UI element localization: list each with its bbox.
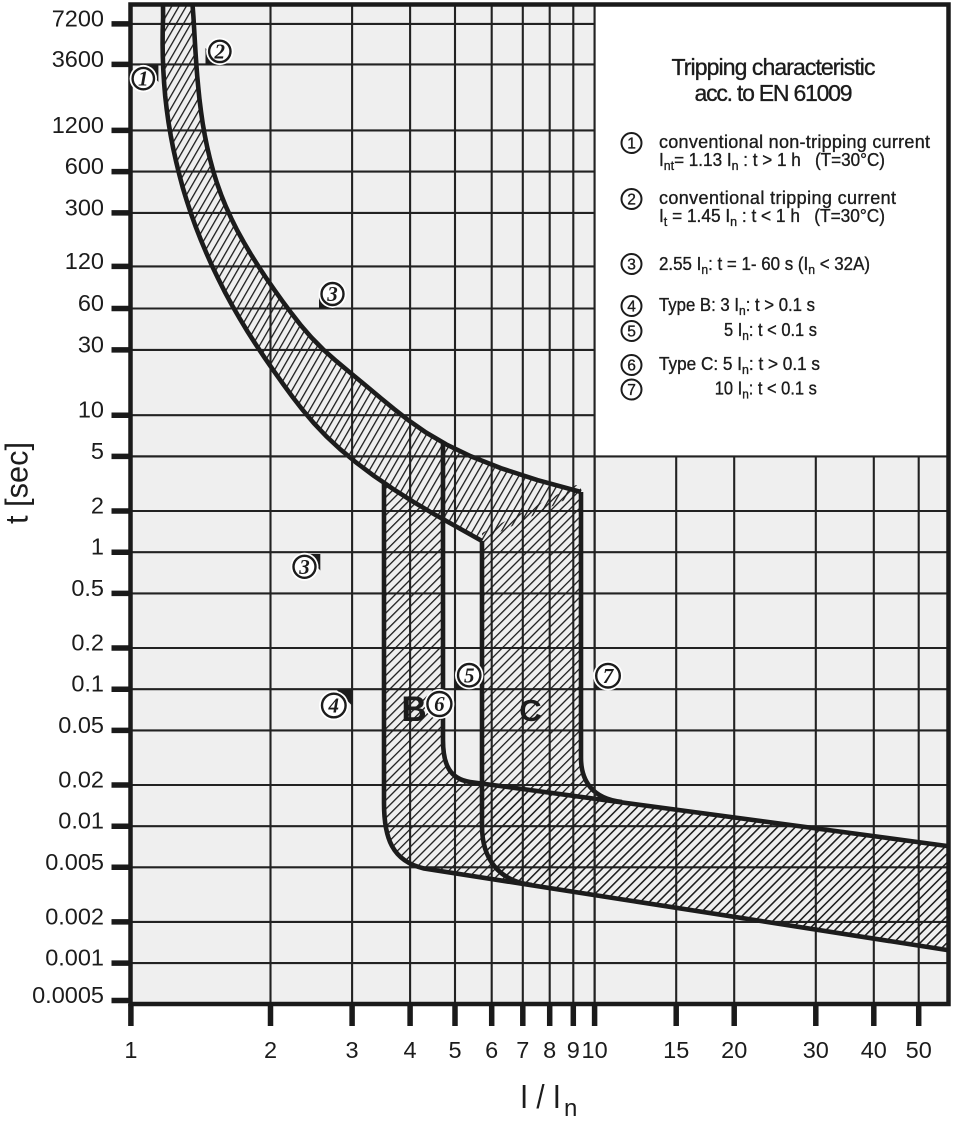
svg-text:Int= 1.13 In : t > 1 h (T=30: Int= 1.13 In : t > 1 h (T=30°C): [659, 150, 885, 173]
svg-text:0.1: 0.1: [71, 671, 104, 697]
svg-text:I / I: I / I: [520, 1078, 561, 1115]
svg-text:7: 7: [603, 664, 615, 688]
svg-text:60: 60: [78, 290, 104, 316]
svg-text:4: 4: [627, 299, 636, 316]
svg-text:n: n: [564, 1095, 577, 1120]
svg-text:1: 1: [124, 1037, 137, 1063]
svg-text:conventional tripping current: conventional tripping current: [659, 188, 896, 208]
svg-text:0.02: 0.02: [58, 767, 104, 793]
svg-text:30: 30: [78, 331, 104, 357]
svg-text:1: 1: [627, 136, 636, 153]
svg-text:0.2: 0.2: [71, 630, 104, 656]
svg-text:10: 10: [582, 1037, 608, 1063]
svg-text:3: 3: [627, 257, 636, 274]
svg-text:6: 6: [434, 692, 445, 716]
svg-text:7: 7: [516, 1037, 529, 1063]
svg-text:5: 5: [448, 1037, 461, 1063]
svg-text:0.5: 0.5: [71, 575, 104, 601]
svg-text:30: 30: [803, 1037, 829, 1063]
svg-text:4: 4: [404, 1037, 417, 1063]
svg-text:15: 15: [663, 1037, 689, 1063]
svg-text:6: 6: [485, 1037, 498, 1063]
svg-text:1: 1: [138, 67, 149, 91]
svg-text:2: 2: [91, 493, 104, 519]
svg-text:acc. to EN 61009: acc. to EN 61009: [695, 80, 853, 106]
svg-text:2.55 In: t = 1- 60 s (In < 32A: 2.55 In: t = 1- 60 s (In < 32A): [659, 254, 870, 277]
svg-text:Type B: 3 In: t > 0.1 s: Type B: 3 In: t > 0.1 s: [659, 295, 815, 318]
svg-text:3: 3: [346, 1037, 359, 1063]
svg-text:600: 600: [65, 153, 104, 179]
svg-text:300: 300: [65, 194, 104, 220]
svg-text:3: 3: [326, 282, 338, 306]
svg-text:10: 10: [78, 397, 104, 423]
svg-text:0.0005: 0.0005: [32, 982, 104, 1008]
svg-text:Tripping characteristic: Tripping characteristic: [672, 54, 876, 80]
svg-text:2: 2: [627, 192, 636, 209]
svg-text:8: 8: [543, 1037, 556, 1063]
svg-text:120: 120: [65, 248, 104, 274]
svg-text:0.001: 0.001: [45, 945, 104, 971]
svg-text:3600: 3600: [52, 46, 104, 72]
svg-text:7: 7: [627, 382, 636, 399]
svg-text:5: 5: [91, 438, 104, 464]
svg-text:3: 3: [298, 555, 310, 579]
svg-text:50: 50: [906, 1037, 932, 1063]
svg-text:10 In: t < 0.1 s: 10 In: t < 0.1 s: [715, 379, 817, 402]
svg-text:6: 6: [627, 358, 636, 375]
svg-text:1: 1: [91, 534, 104, 560]
svg-text:5 In: t < 0.1 s: 5 In: t < 0.1 s: [724, 320, 817, 343]
svg-text:0.05: 0.05: [58, 712, 104, 738]
svg-text:20: 20: [721, 1037, 747, 1063]
svg-text:0.01: 0.01: [58, 808, 104, 834]
svg-text:5: 5: [627, 324, 636, 341]
svg-text:7200: 7200: [52, 5, 104, 31]
svg-text:t [sec]: t [sec]: [0, 442, 35, 524]
svg-text:2: 2: [264, 1037, 277, 1063]
svg-text:2: 2: [214, 40, 226, 64]
svg-text:0.002: 0.002: [45, 903, 104, 929]
svg-text:0.005: 0.005: [45, 849, 104, 875]
svg-text:5: 5: [464, 663, 475, 687]
svg-text:It = 1.45 In : t < 1 h (T=30: It = 1.45 In : t < 1 h (T=30°C): [659, 206, 885, 229]
svg-text:40: 40: [861, 1037, 887, 1063]
svg-text:4: 4: [328, 694, 340, 718]
svg-text:9: 9: [567, 1037, 580, 1063]
svg-text:C: C: [519, 693, 541, 728]
svg-text:conventional non-tripping curr: conventional non-tripping current: [659, 132, 930, 152]
svg-text:1200: 1200: [52, 112, 104, 138]
svg-text:B: B: [401, 690, 426, 729]
svg-text:Type C: 5 In: t > 0.1 s: Type C: 5 In: t > 0.1 s: [659, 354, 820, 377]
